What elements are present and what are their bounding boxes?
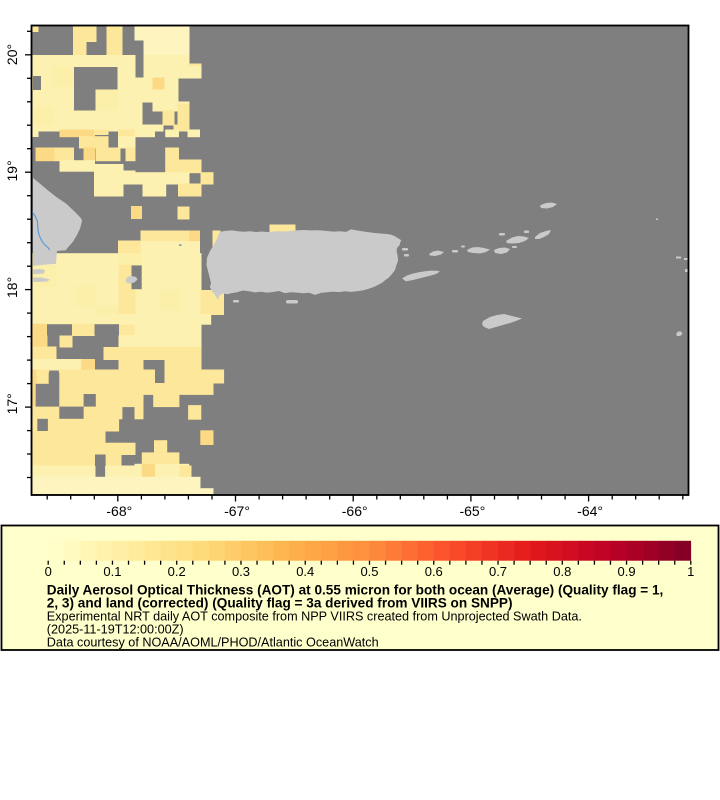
svg-text:-65°: -65° <box>459 503 485 519</box>
svg-text:0.5: 0.5 <box>360 564 378 579</box>
svg-text:0.6: 0.6 <box>425 564 443 579</box>
svg-text:0.1: 0.1 <box>103 564 121 579</box>
svg-text:0.3: 0.3 <box>232 564 250 579</box>
svg-text:18°: 18° <box>4 277 20 298</box>
svg-text:0.4: 0.4 <box>296 564 314 579</box>
svg-text:20°: 20° <box>4 44 20 65</box>
svg-text:0.7: 0.7 <box>489 564 507 579</box>
svg-text:1: 1 <box>687 564 694 579</box>
svg-text:0.2: 0.2 <box>168 564 186 579</box>
svg-text:Experimental NRT daily AOT com: Experimental NRT daily AOT composite fro… <box>47 610 582 624</box>
svg-text:19°: 19° <box>4 160 20 181</box>
svg-text:0.9: 0.9 <box>618 564 636 579</box>
svg-text:Data courtesy of NOAA/AOML/PHO: Data courtesy of NOAA/AOML/PHOD/Atlantic… <box>47 636 379 650</box>
svg-text:2, 3) and land (corrected) (Qu: 2, 3) and land (corrected) (Quality flag… <box>47 596 513 611</box>
svg-text:0: 0 <box>45 564 52 579</box>
svg-text:17°: 17° <box>4 393 20 414</box>
svg-text:-64°: -64° <box>577 503 603 519</box>
svg-text:-68°: -68° <box>106 503 132 519</box>
svg-text:-66°: -66° <box>342 503 368 519</box>
svg-text:-67°: -67° <box>224 503 250 519</box>
svg-text:(2025-11-19T12:00:00Z): (2025-11-19T12:00:00Z) <box>47 623 184 637</box>
svg-text:Daily Aerosol Optical Thicknes: Daily Aerosol Optical Thickness (AOT) at… <box>47 583 664 598</box>
svg-text:0.8: 0.8 <box>553 564 571 579</box>
